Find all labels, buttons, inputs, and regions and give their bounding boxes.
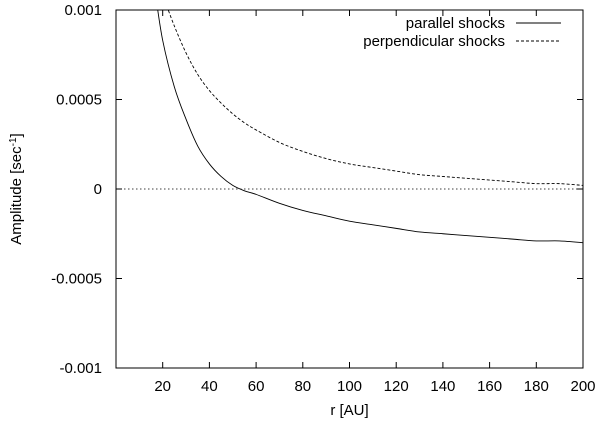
- x-tick-label: 120: [384, 378, 409, 395]
- series-layer: [157, 10, 583, 244]
- x-tick-label: 160: [477, 378, 502, 395]
- x-tick-label: 80: [294, 378, 311, 395]
- y-axis-label-superscript: -1: [8, 137, 19, 146]
- series-line-perpendicular-shocks: [167, 10, 583, 186]
- y-tick-label: 0: [94, 181, 102, 198]
- y-tick-label: -0.001: [59, 360, 102, 377]
- y-tick-label: -0.0005: [51, 271, 102, 288]
- legend-label: perpendicular shocks: [363, 33, 505, 50]
- y-tick-label: 0.0005: [56, 92, 102, 109]
- x-tick-label: 40: [201, 378, 218, 395]
- ticks-layer: 20 40 60 80 100 120 140 160 180 200 0.001 0.0005 0 -0…: [51, 2, 595, 395]
- y-axis-label: Amplitude [sec-1]: [8, 133, 26, 244]
- x-tick-label: 60: [248, 378, 265, 395]
- legend-label: parallel shocks: [406, 15, 505, 32]
- x-tick-label: 100: [337, 378, 362, 395]
- y-axis-label-suffix: ]: [8, 133, 25, 137]
- x-tick-label: 180: [524, 378, 549, 395]
- series-line-parallel-shocks: [157, 10, 583, 244]
- y-axis-label-main: Amplitude [sec: [8, 146, 25, 245]
- x-tick-label: 20: [154, 378, 171, 395]
- x-tick-label: 140: [430, 378, 455, 395]
- x-tick-label: 200: [570, 378, 595, 395]
- y-tick-label: 0.001: [64, 2, 102, 19]
- x-axis-label: r [AU]: [330, 402, 368, 419]
